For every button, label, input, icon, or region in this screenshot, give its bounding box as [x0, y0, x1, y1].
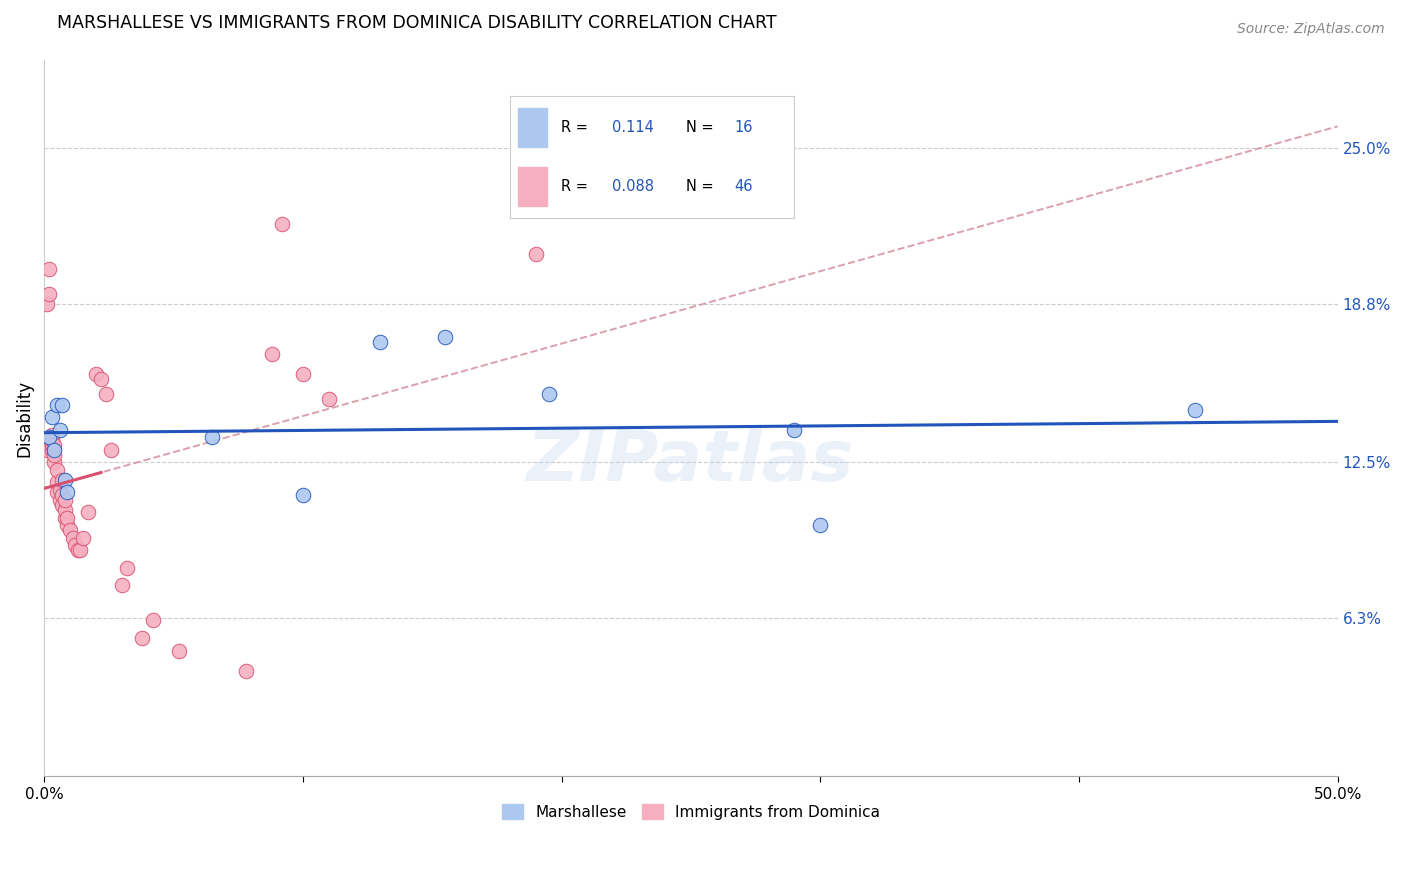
Point: [271, 217, 294, 231]
Point: [51, 488, 73, 502]
Point: [84, 368, 107, 382]
Point: [53, 503, 76, 517]
Point: [44, 448, 66, 462]
Y-axis label: Disability: Disability: [15, 380, 32, 457]
Point: [783, 423, 806, 437]
Point: [434, 329, 457, 343]
Point: [51, 498, 73, 512]
Text: Source: ZipAtlas.com: Source: ZipAtlas.com: [1237, 22, 1385, 37]
Point: [38, 287, 60, 301]
Point: [53, 473, 76, 487]
Point: [96, 387, 118, 401]
Point: [48, 483, 70, 497]
Point: [46, 475, 69, 490]
Point: [48, 492, 70, 507]
Point: [370, 334, 392, 349]
Point: [51, 397, 73, 411]
Point: [51, 473, 73, 487]
Point: [53, 492, 76, 507]
Text: ZIPatlas: ZIPatlas: [527, 426, 855, 496]
Point: [59, 523, 82, 537]
Point: [100, 442, 122, 457]
Point: [41, 442, 63, 457]
Point: [77, 506, 100, 520]
Point: [56, 518, 79, 533]
Point: [537, 387, 560, 401]
Point: [41, 410, 63, 425]
Point: [291, 368, 314, 382]
Point: [53, 510, 76, 524]
Point: [66, 543, 89, 558]
Point: [46, 397, 69, 411]
Text: MARSHALLESE VS IMMIGRANTS FROM DOMINICA DISABILITY CORRELATION CHART: MARSHALLESE VS IMMIGRANTS FROM DOMINICA …: [58, 14, 776, 32]
Point: [63, 538, 86, 552]
Point: [260, 347, 283, 361]
Point: [115, 560, 138, 574]
Point: [318, 392, 340, 407]
Point: [142, 614, 165, 628]
Point: [131, 631, 153, 645]
Legend: Marshallese, Immigrants from Dominica: Marshallese, Immigrants from Dominica: [495, 798, 887, 826]
Point: [291, 488, 314, 502]
Point: [35, 442, 58, 457]
Point: [56, 485, 79, 500]
Point: [235, 664, 257, 678]
Point: [38, 261, 60, 276]
Point: [35, 297, 58, 311]
Point: [48, 423, 70, 437]
Point: [46, 485, 69, 500]
Point: [201, 430, 224, 444]
Point: [46, 463, 69, 477]
Point: [44, 438, 66, 452]
Point: [41, 438, 63, 452]
Point: [72, 531, 94, 545]
Point: [808, 518, 831, 533]
Point: [1184, 402, 1206, 417]
Point: [41, 433, 63, 447]
Point: [44, 442, 66, 457]
Point: [41, 427, 63, 442]
Point: [90, 372, 112, 386]
Point: [62, 531, 84, 545]
Point: [524, 247, 547, 261]
Point: [111, 578, 134, 592]
Point: [69, 543, 91, 558]
Point: [167, 643, 190, 657]
Point: [38, 430, 60, 444]
Point: [56, 510, 79, 524]
Point: [44, 455, 66, 469]
